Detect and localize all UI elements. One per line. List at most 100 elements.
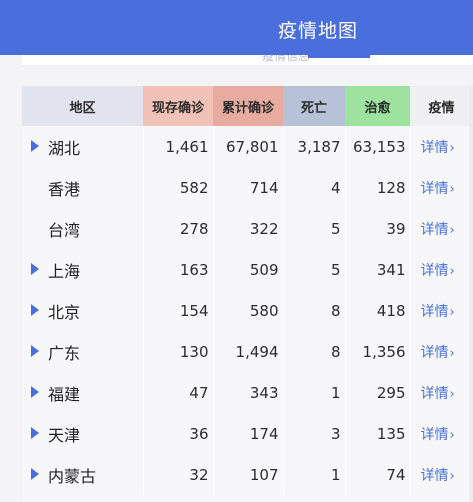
region-name: 台湾: [48, 220, 81, 240]
detail-link[interactable]: 详情›: [410, 413, 473, 454]
cured-cell: 128: [345, 167, 411, 208]
region-cell[interactable]: 广东: [22, 331, 144, 372]
region-cell[interactable]: 福建: [22, 372, 144, 413]
total-confirmed-cell: 1,494: [213, 331, 284, 372]
region-name: 天津: [48, 425, 81, 445]
detail-link[interactable]: 详情›: [410, 167, 473, 208]
expand-triangle-icon[interactable]: [31, 468, 39, 480]
detail-label[interactable]: 详情: [420, 385, 449, 402]
deaths-cell: 3,187: [283, 126, 346, 167]
current-confirmed-cell: 163: [143, 249, 214, 290]
region-name: 广东: [48, 343, 81, 363]
region-cell[interactable]: 内蒙古: [22, 454, 144, 495]
table-row: 台湾 278 322 5 39 详情›: [22, 208, 473, 249]
chevron-right-icon[interactable]: ›: [449, 386, 455, 402]
cured-cell: 39: [345, 208, 411, 249]
current-confirmed-cell: 1,461: [143, 126, 214, 167]
expand-triangle-icon[interactable]: [31, 386, 39, 398]
current-confirmed-cell: 278: [143, 208, 214, 249]
detail-label[interactable]: 详情: [420, 262, 449, 279]
expand-triangle-icon[interactable]: [31, 304, 39, 316]
col-header-cured: 治愈: [345, 86, 410, 126]
table-row[interactable]: 福建 47 343 1 295 详情›: [22, 372, 473, 413]
expand-triangle-icon[interactable]: [31, 140, 39, 152]
table-row[interactable]: 广东 130 1,494 8 1,356 详情›: [22, 331, 473, 372]
col-header-detail: 疫情: [410, 86, 473, 126]
table-row[interactable]: 北京 154 580 8 418 详情›: [22, 290, 473, 331]
table-row: 香港 582 714 4 128 详情›: [22, 167, 473, 208]
detail-link[interactable]: 详情›: [410, 290, 473, 331]
cured-cell: 135: [345, 413, 411, 454]
detail-link[interactable]: 详情›: [410, 454, 473, 495]
detail-label[interactable]: 详情: [420, 139, 449, 156]
region-name: 香港: [48, 179, 81, 199]
chevron-right-icon[interactable]: ›: [449, 263, 455, 279]
deaths-cell: 1: [283, 454, 346, 495]
deaths-cell: 8: [283, 290, 346, 331]
current-confirmed-cell: 582: [143, 167, 214, 208]
current-confirmed-cell: 154: [143, 290, 214, 331]
expand-triangle-icon[interactable]: [31, 345, 39, 357]
table-row[interactable]: 天津 36 174 3 135 详情›: [22, 413, 473, 454]
chevron-right-icon[interactable]: ›: [449, 181, 455, 197]
detail-label[interactable]: 详情: [420, 344, 449, 361]
table-row[interactable]: 内蒙古 32 107 1 74 详情›: [22, 454, 473, 495]
total-confirmed-cell: 322: [213, 208, 284, 249]
detail-label[interactable]: 详情: [420, 303, 449, 320]
detail-link[interactable]: 详情›: [410, 249, 473, 290]
chevron-right-icon[interactable]: ›: [449, 222, 455, 238]
region-name: 内蒙古: [48, 466, 97, 486]
chevron-right-icon[interactable]: ›: [449, 140, 455, 156]
expand-triangle-icon[interactable]: [31, 427, 39, 439]
deaths-cell: 3: [283, 413, 346, 454]
clipped-subtitle: 疫情信息: [262, 55, 311, 63]
cured-cell: 341: [345, 249, 411, 290]
chevron-right-icon[interactable]: ›: [449, 427, 455, 443]
chevron-right-icon[interactable]: ›: [449, 304, 455, 320]
detail-label[interactable]: 详情: [420, 426, 449, 443]
deaths-cell: 5: [283, 208, 346, 249]
current-confirmed-cell: 130: [143, 331, 214, 372]
sub-strip: 疫情信息: [22, 55, 473, 65]
region-cell: 香港: [22, 167, 144, 208]
current-confirmed-cell: 32: [143, 454, 214, 495]
detail-label[interactable]: 详情: [420, 221, 449, 238]
deaths-cell: 4: [283, 167, 346, 208]
total-confirmed-cell: 343: [213, 372, 284, 413]
cured-cell: 63,153: [345, 126, 411, 167]
deaths-cell: 5: [283, 249, 346, 290]
chevron-right-icon[interactable]: ›: [449, 345, 455, 361]
region-cell[interactable]: 湖北: [22, 126, 144, 167]
detail-link[interactable]: 详情›: [410, 372, 473, 413]
deaths-cell: 8: [283, 331, 346, 372]
current-confirmed-cell: 36: [143, 413, 214, 454]
epidemic-table: 地区 现存确诊 累计确诊 死亡 治愈 疫情 湖北 1,461 67,801 3,187…: [22, 86, 473, 495]
region-name: 北京: [48, 302, 81, 322]
expand-triangle-icon[interactable]: [31, 263, 39, 275]
detail-label[interactable]: 详情: [420, 180, 449, 197]
col-header-dead: 死亡: [283, 86, 345, 126]
region-cell: 台湾: [22, 208, 144, 249]
page-title: 疫情地图: [278, 20, 359, 42]
cured-cell: 1,356: [345, 331, 411, 372]
deaths-cell: 1: [283, 372, 346, 413]
chevron-right-icon[interactable]: ›: [449, 468, 455, 484]
cured-cell: 418: [345, 290, 411, 331]
detail-link[interactable]: 详情›: [410, 126, 473, 167]
total-confirmed-cell: 714: [213, 167, 284, 208]
cured-cell: 295: [345, 372, 411, 413]
epidemic-table-container: 地区 现存确诊 累计确诊 死亡 治愈 疫情 湖北 1,461 67,801 3,187…: [22, 86, 473, 502]
region-cell[interactable]: 天津: [22, 413, 144, 454]
detail-label[interactable]: 详情: [420, 467, 449, 484]
total-confirmed-cell: 107: [213, 454, 284, 495]
table-row[interactable]: 湖北 1,461 67,801 3,187 63,153 详情›: [22, 126, 473, 167]
tab-indicator: [308, 55, 370, 58]
total-confirmed-cell: 174: [213, 413, 284, 454]
cured-cell: 74: [345, 454, 411, 495]
detail-link[interactable]: 详情›: [410, 331, 473, 372]
region-cell[interactable]: 上海: [22, 249, 144, 290]
total-confirmed-cell: 67,801: [213, 126, 284, 167]
detail-link[interactable]: 详情›: [410, 208, 473, 249]
table-row[interactable]: 上海 163 509 5 341 详情›: [22, 249, 473, 290]
region-cell[interactable]: 北京: [22, 290, 144, 331]
